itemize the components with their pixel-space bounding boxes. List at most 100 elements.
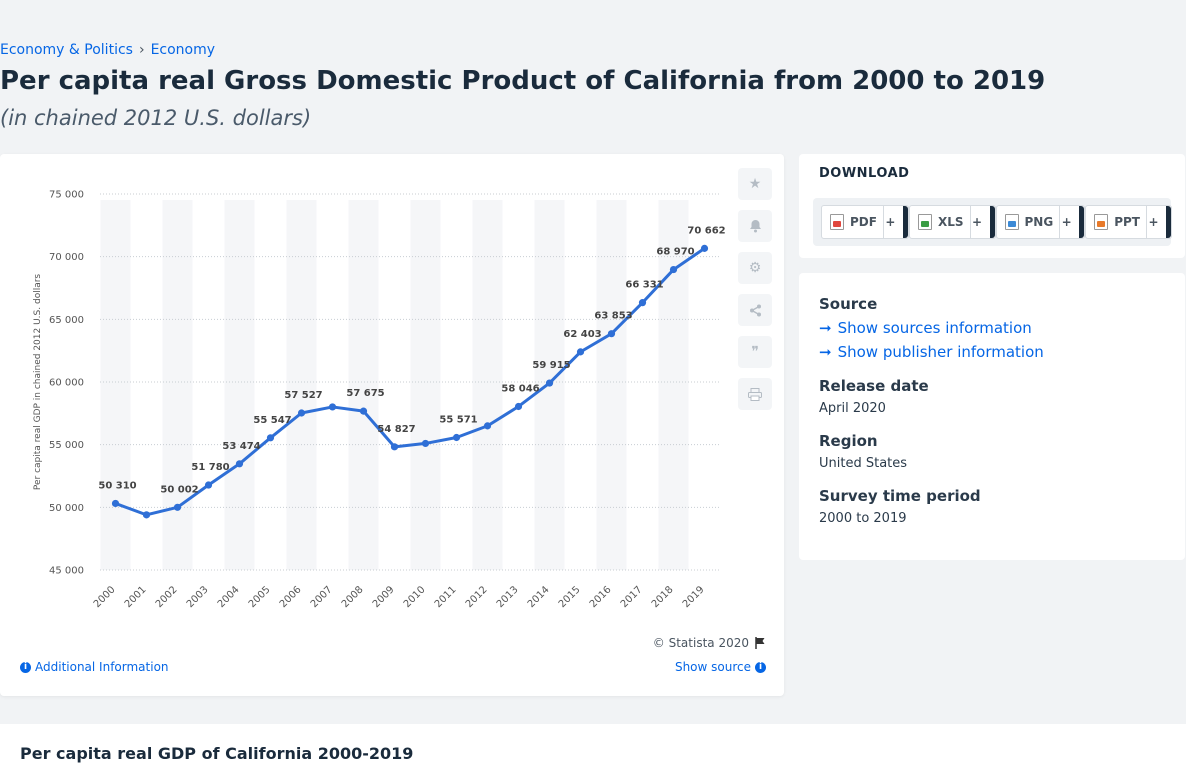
x-tick-label: 2010 <box>402 584 428 610</box>
download-png-button[interactable]: PNG + <box>995 205 1086 239</box>
data-label: 62 403 <box>563 329 601 340</box>
data-point <box>576 348 585 356</box>
info-icon: i <box>755 661 766 673</box>
data-label: 57 675 <box>346 388 384 399</box>
release-date-label: Release date <box>819 377 929 395</box>
x-tick-label: 2003 <box>185 584 211 610</box>
y-tick-label: 50 000 <box>49 503 84 514</box>
chart-card: 45 000 50 000 55 000 60 000 65 000 70 000 75 0… <box>0 154 784 696</box>
x-tick-label: 2017 <box>619 584 645 610</box>
download-pdf-button[interactable]: PDF + <box>821 205 909 239</box>
bottom-section-title: Per capita real GDP of California 2000-2… <box>20 744 414 763</box>
download-pdf-label: PDF <box>850 215 877 229</box>
x-tick-label: 2013 <box>495 584 521 610</box>
y-tick-label: 45 000 <box>49 566 84 577</box>
pdf-file-icon <box>830 214 844 230</box>
x-tick-label: 2007 <box>309 584 335 610</box>
download-title: DOWNLOAD <box>819 166 910 181</box>
show-publisher-link[interactable]: ➞ Show publisher information <box>819 343 1044 361</box>
data-label: 50 310 <box>98 480 136 491</box>
data-label: 55 547 <box>253 415 291 426</box>
x-tick-label: 2016 <box>588 584 614 610</box>
data-point <box>297 409 306 417</box>
download-pdf-plus[interactable]: + <box>882 206 897 238</box>
y-tick-label: 75 000 <box>49 190 84 201</box>
show-sources-link[interactable]: ➞ Show sources information <box>819 319 1032 337</box>
data-point <box>514 402 523 411</box>
breadcrumb-item-economy[interactable]: Economy <box>150 42 216 58</box>
source-label: Source <box>819 295 878 313</box>
data-point <box>142 511 151 519</box>
x-tick-label: 2015 <box>557 584 583 610</box>
data-point <box>421 439 430 448</box>
data-label: 54 827 <box>377 424 415 435</box>
x-tick-label: 2000 <box>92 584 118 610</box>
breadcrumb-item-economy-politics[interactable]: Economy & Politics <box>0 42 133 58</box>
x-tick-label: 2006 <box>278 584 304 610</box>
survey-period-label: Survey time period <box>819 487 981 505</box>
png-file-icon <box>1004 214 1019 230</box>
download-ppt-plus[interactable]: + <box>1145 206 1160 238</box>
column-band <box>410 200 441 570</box>
data-point <box>638 299 647 307</box>
data-label: 63 853 <box>594 311 632 322</box>
flag-icon[interactable] <box>755 637 766 649</box>
region-label: Region <box>819 432 878 450</box>
x-tick-label: 2008 <box>340 584 366 610</box>
download-xls-plus[interactable]: + <box>969 206 984 238</box>
x-tick-label: 2012 <box>464 584 490 610</box>
x-tick-label: 2005 <box>247 584 273 610</box>
data-label: 70 662 <box>687 225 725 236</box>
x-tick-label: 2001 <box>123 584 149 610</box>
x-tick-label: 2011 <box>433 584 459 610</box>
ppt-file-icon <box>1094 214 1109 230</box>
y-tick-label: 70 000 <box>49 252 84 263</box>
info-icon: i <box>20 661 31 673</box>
show-source-link[interactable]: Show source i <box>675 660 766 674</box>
data-point <box>390 443 399 451</box>
top-bar <box>0 0 1186 40</box>
print-icon[interactable] <box>738 378 772 410</box>
data-point <box>700 244 709 252</box>
column-band <box>348 200 379 570</box>
x-tick-label: 2019 <box>681 584 707 610</box>
download-xls-button[interactable]: XLS + <box>908 205 996 239</box>
breadcrumb-separator: › <box>138 42 145 58</box>
share-icon[interactable] <box>738 294 772 326</box>
data-point <box>669 265 678 274</box>
data-label: 58 046 <box>501 383 539 394</box>
data-point <box>111 499 120 508</box>
data-label: 55 571 <box>439 415 477 426</box>
data-label: 53 474 <box>222 441 260 452</box>
show-publisher-label: Show publisher information <box>837 343 1044 361</box>
additional-information-link[interactable]: i Additional Information <box>20 660 169 674</box>
data-label: 51 780 <box>191 462 229 473</box>
download-png-plus[interactable]: + <box>1059 206 1074 238</box>
meta-card: Source ➞ Show sources information ➞ Show… <box>799 273 1185 560</box>
y-tick-label: 65 000 <box>49 315 84 326</box>
gear-icon[interactable]: ⚙ <box>738 252 772 284</box>
x-tick-label: 2004 <box>216 584 242 610</box>
show-source-label: Show source <box>674 660 751 674</box>
download-ppt-label: PPT <box>1114 215 1140 229</box>
star-icon[interactable]: ★ <box>738 168 772 200</box>
data-point <box>452 433 461 442</box>
show-sources-label: Show sources information <box>837 319 1032 337</box>
xls-file-icon <box>917 214 932 230</box>
column-band <box>100 200 131 570</box>
column-band <box>224 200 255 570</box>
x-tick-label: 2014 <box>526 584 552 610</box>
column-band <box>472 200 503 570</box>
breadcrumb: Economy & Politics › Economy <box>0 42 215 58</box>
download-ppt-button[interactable]: PPT + <box>1085 205 1172 239</box>
data-label: 57 527 <box>284 390 322 401</box>
chart-side-actions: ★ ⚙ ❞ <box>738 168 772 410</box>
x-tick-label: 2002 <box>154 584 180 610</box>
x-tick-label: 2018 <box>650 584 676 610</box>
region-value: United States <box>819 456 908 471</box>
bell-icon[interactable] <box>738 210 772 242</box>
data-label: 68 970 <box>656 247 694 258</box>
data-point <box>545 379 554 387</box>
quote-icon[interactable]: ❞ <box>738 336 772 368</box>
copyright-text: © Statista 2020 <box>652 636 749 650</box>
